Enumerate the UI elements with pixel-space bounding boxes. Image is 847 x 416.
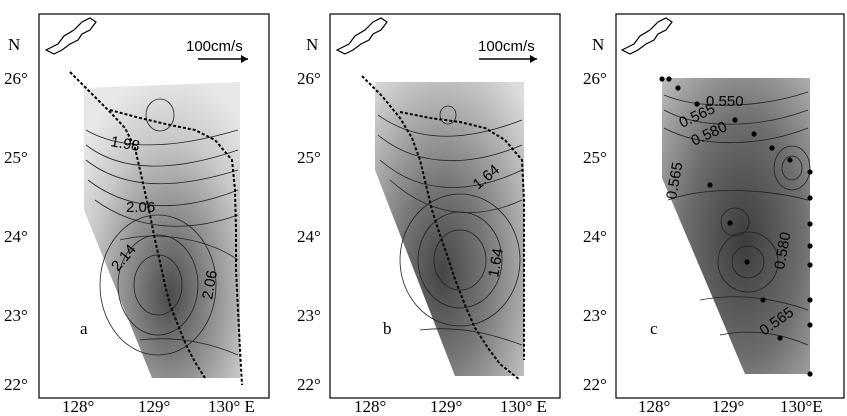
panel-c-lat-tick-23: 23° [583,306,607,325]
panel-a-letter: a [80,319,88,338]
panel-a-lat-tick-22: 22° [4,375,28,394]
panel-a-vector-track-east [109,109,243,386]
panel-a-frame [38,13,270,399]
panel-a-contour-label: 1.98 [109,133,141,155]
panel-b-coastline [335,17,388,55]
panel-b-contour-label: 1.64 [485,247,507,279]
panel-c-contour-field [662,78,810,374]
panel-a-contour-label: 2.06 [199,269,221,301]
panel-c-lon-tick-129: 129° [712,397,744,416]
panel-a: 100cm/s N 26° 25° 24° 23° 22° 128° 129° … [4,13,270,416]
panel-b-contour-field [375,82,524,376]
panel-c-lat-tick-24: 24° [583,227,607,246]
panel-c-lon-tick-130: 130°E [780,397,823,416]
panel-a-contour-label: 2.06 [126,199,155,216]
panel-c-lon-tick-128: 128° [638,397,670,416]
panel-a-lat-tick-23: 23° [4,306,28,325]
panel-a-coastline [44,17,97,55]
panel-b-lat-tick-23: 23° [297,306,321,325]
panel-c-stations [659,76,813,377]
panel-b-vector-track-east [399,111,525,360]
panel-b-lon-tick-130: 130° E [500,397,547,416]
panel-c-frame [615,13,845,399]
panel-c-letter: c [650,319,658,338]
panel-c-contours [663,91,811,346]
panel-b-north-label: N [306,35,318,54]
panel-c: N 26° 25° 24° 23° 22° 128° 129° 130°E 0.… [583,13,845,416]
panel-c-coastline [620,17,673,55]
panel-a-contours [85,98,239,356]
panel-b-lon-tick-129: 129° [430,397,462,416]
panel-a-lon-tick-129: 129° [138,397,170,416]
panel-c-contour-label: 0.565 [663,161,686,201]
panel-b-vector-track [361,75,521,381]
panel-b: 100cm/s N 26° 25° 24° 23° 22° 128° 129° … [297,13,561,416]
panel-b-scale-arrowhead [530,55,537,63]
panel-b-frame [329,13,561,399]
panel-b-scale-label: 100cm/s [478,38,535,55]
panel-c-lat-tick-26: 26° [583,69,607,88]
panel-a-lon-tick-130: 130° E [208,397,255,416]
panel-a-lat-tick-26: 26° [4,69,28,88]
panel-a-lat-tick-25: 25° [4,148,28,167]
panel-c-lat-tick-25: 25° [583,148,607,167]
panel-b-lat-tick-25: 25° [297,148,321,167]
panel-b-letter: b [383,319,392,338]
panel-a-north-label: N [8,35,20,54]
panel-b-lat-tick-26: 26° [297,69,321,88]
panel-c-contour-label: 0.550 [706,93,744,110]
panel-c-contour-label: 0.580 [771,231,794,271]
panel-a-lon-tick-128: 128° [62,397,94,416]
panel-b-lon-tick-128: 128° [354,397,386,416]
panel-b-lat-tick-22: 22° [297,375,321,394]
panel-b-lat-tick-24: 24° [297,227,321,246]
panel-a-contour-field [84,82,240,378]
panel-b-contours [377,105,523,346]
panel-a-scale-arrowhead [241,55,248,63]
panel-a-scale-label: 100cm/s [186,38,243,55]
panel-a-vector-track [69,71,206,379]
panel-a-lat-tick-24: 24° [4,227,28,246]
panel-c-lat-tick-22: 22° [583,375,607,394]
panel-c-north-label: N [592,35,604,54]
